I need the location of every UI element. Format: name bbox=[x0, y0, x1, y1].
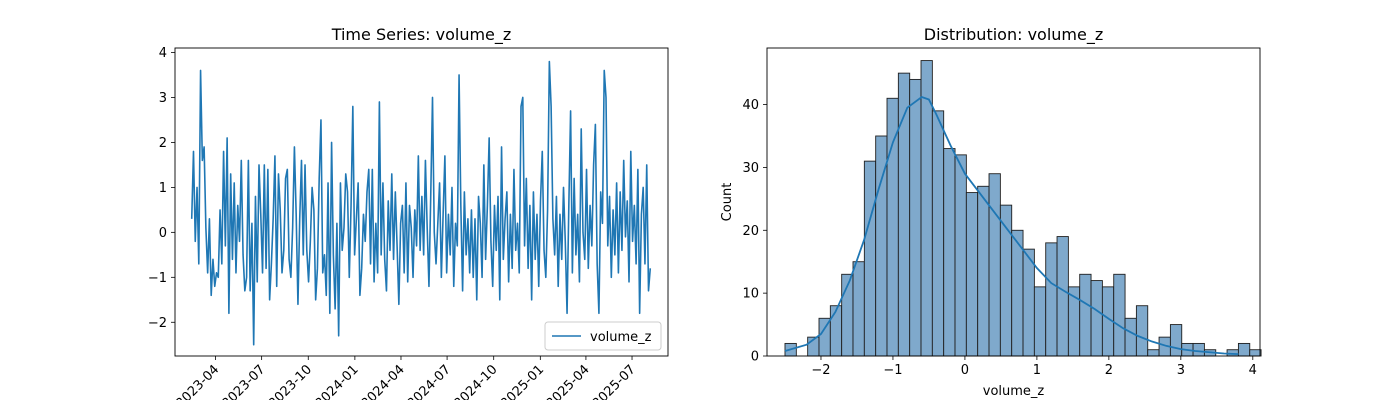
histogram-bar bbox=[1090, 280, 1103, 357]
y-tick-label: 20 bbox=[742, 224, 759, 239]
x-tick-label: 3 bbox=[1177, 363, 1185, 378]
histogram-bar bbox=[943, 148, 956, 357]
x-tick-label: −2 bbox=[811, 363, 830, 378]
y-tick-label: 1 bbox=[159, 181, 167, 196]
histogram-bar bbox=[954, 154, 967, 357]
x-tick-label: −1 bbox=[883, 363, 902, 378]
histogram-bars bbox=[784, 60, 1262, 357]
histogram-bar bbox=[988, 173, 1001, 357]
kde-curve bbox=[784, 96, 1239, 356]
histogram-bar bbox=[1237, 342, 1251, 357]
histogram-bar bbox=[1113, 273, 1126, 357]
time-series-legend: volume_z bbox=[544, 321, 662, 351]
histogram-bar bbox=[1135, 305, 1149, 357]
y-tick-label: −2 bbox=[148, 316, 167, 331]
y-tick-label: −1 bbox=[148, 271, 167, 286]
histogram-y-ticks: 0 10 20 30 40 bbox=[742, 98, 767, 365]
histogram-bar bbox=[1045, 242, 1058, 357]
histogram-bar bbox=[1169, 324, 1183, 357]
y-tick-label: 0 bbox=[751, 350, 759, 365]
histogram-bar bbox=[965, 192, 979, 357]
histogram-y-axis-label: Count bbox=[720, 183, 735, 222]
x-tick-label: 2 bbox=[1105, 363, 1113, 378]
y-tick-label: 10 bbox=[742, 287, 759, 302]
y-tick-label: 3 bbox=[159, 91, 167, 106]
histogram-bar bbox=[977, 185, 990, 357]
histogram-bar bbox=[1192, 342, 1205, 357]
time-series-axes-frame bbox=[174, 47, 669, 357]
y-tick-label: 2 bbox=[159, 136, 167, 151]
y-tick-label: 4 bbox=[159, 46, 167, 61]
histogram-bar bbox=[931, 110, 945, 357]
histogram-axes-frame bbox=[766, 47, 1261, 357]
y-tick-label: 0 bbox=[159, 226, 167, 241]
histogram-chart: Distribution: volume_z 0 10 20 30 40 −2 −1 0 1 2… bbox=[720, 25, 1262, 399]
histogram-bar bbox=[909, 78, 922, 357]
histogram-bar bbox=[818, 317, 831, 357]
histogram-bar bbox=[829, 305, 843, 357]
histogram-x-ticks: −2 −1 0 1 2 3 4 bbox=[811, 356, 1257, 378]
y-tick-label: 30 bbox=[742, 161, 759, 176]
histogram-bar bbox=[1249, 349, 1262, 357]
histogram-bar bbox=[863, 160, 877, 357]
histogram-bar bbox=[1011, 229, 1024, 357]
y-tick-label: 40 bbox=[742, 98, 759, 113]
x-tick-label: 0 bbox=[961, 363, 969, 378]
histogram-bar bbox=[1079, 273, 1092, 357]
histogram-bar bbox=[1124, 317, 1137, 357]
histogram-bar bbox=[1022, 248, 1035, 357]
histogram-bar bbox=[1056, 236, 1069, 357]
time-series-y-ticks: −2 −1 0 1 2 3 4 bbox=[148, 46, 175, 331]
time-series-title: Time Series: volume_z bbox=[331, 25, 512, 45]
histogram-x-axis-label: volume_z bbox=[983, 384, 1045, 399]
legend-entry-volume_z: volume_z bbox=[590, 330, 652, 345]
series-line-volume_z bbox=[190, 60, 652, 346]
x-tick-label: 1 bbox=[1033, 363, 1041, 378]
histogram-bar bbox=[1033, 286, 1047, 357]
histogram-bar bbox=[852, 261, 865, 357]
histogram-title: Distribution: volume_z bbox=[924, 25, 1104, 45]
x-tick-label: 4 bbox=[1249, 363, 1257, 378]
histogram-bar bbox=[1147, 349, 1160, 357]
legend-box bbox=[544, 321, 662, 351]
histogram-bar bbox=[886, 97, 899, 357]
